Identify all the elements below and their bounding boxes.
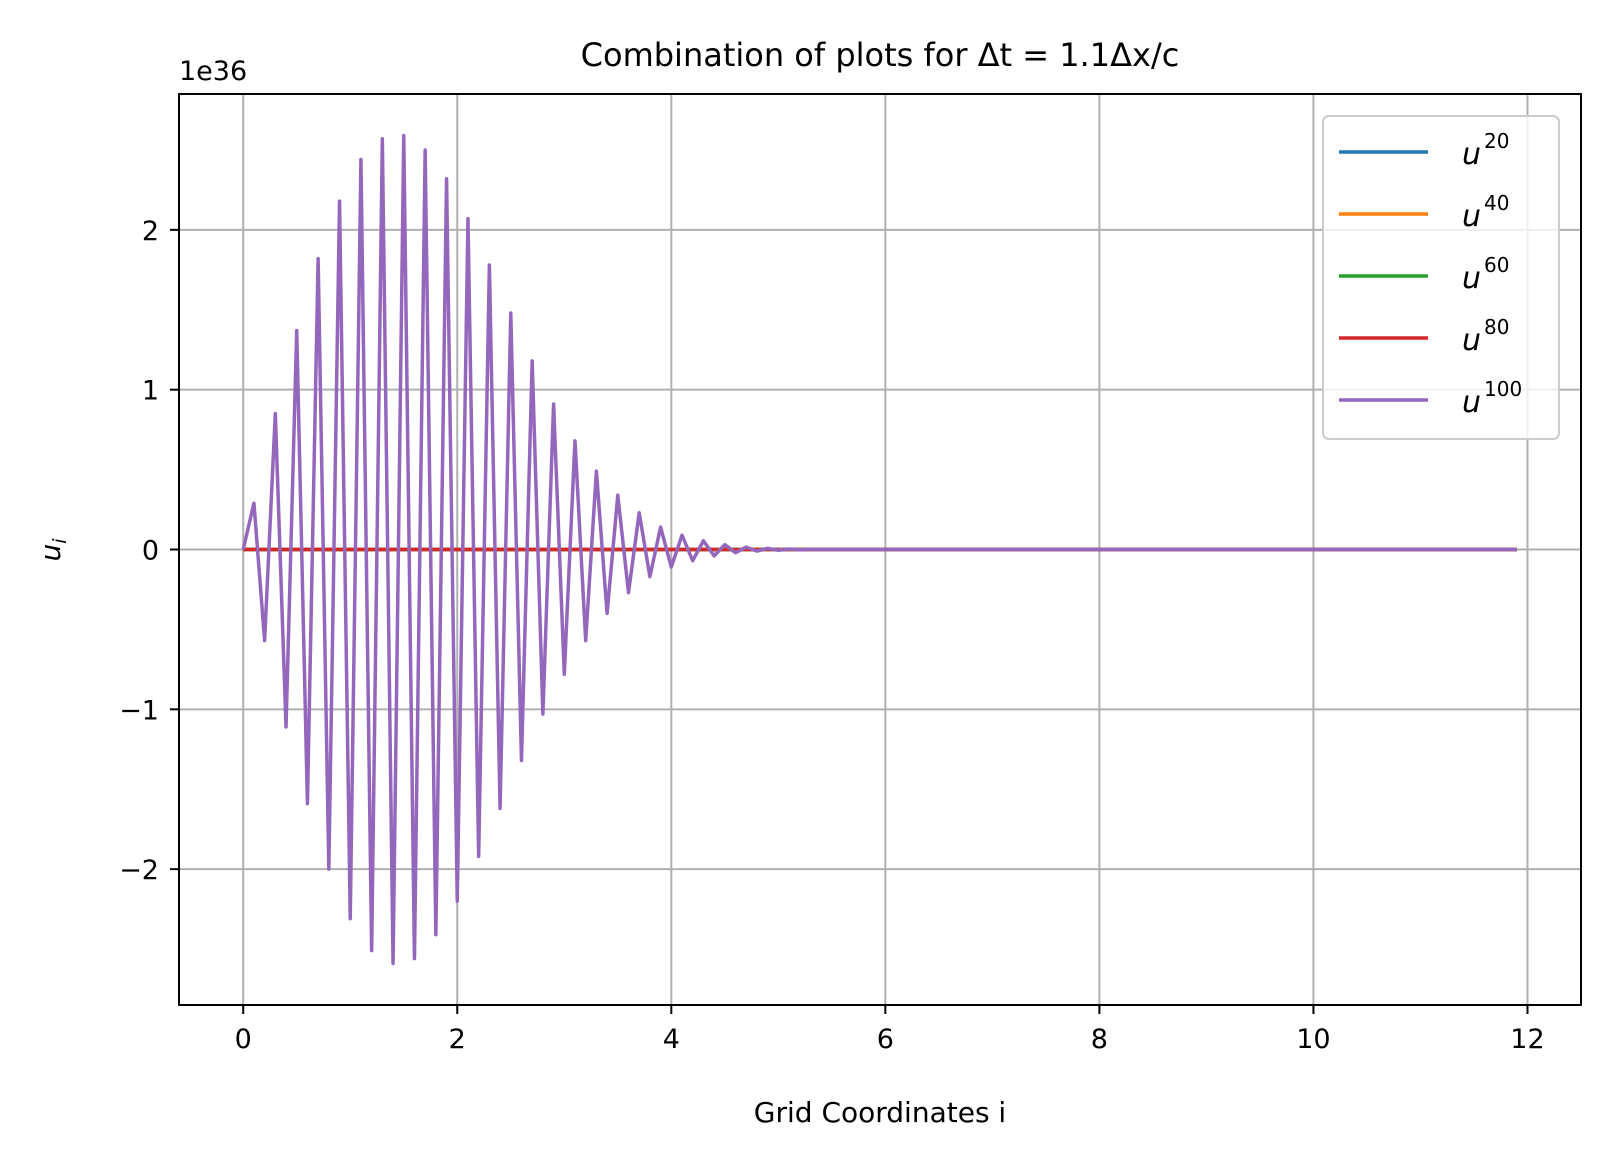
y-tick-label: −1 <box>119 695 159 726</box>
y-axis-label-base: u <box>34 544 67 562</box>
legend: u 20 u 40 u 60 u 80 u 100 <box>1322 115 1560 440</box>
y-tick-label: 1 <box>142 376 159 407</box>
legend-entry-100: u 100 <box>1462 377 1522 420</box>
y-tick-label: 2 <box>142 216 159 247</box>
plot-lines <box>241 133 1517 966</box>
x-tick-label: 2 <box>449 1024 466 1055</box>
y-tick-label: 0 <box>142 536 159 567</box>
chart-title: Combination of plots for Δt = 1.1Δx/c <box>581 36 1180 74</box>
x-axis-label: Grid Coordinates i <box>754 1096 1006 1129</box>
y-axis-label: ui <box>34 538 71 562</box>
legend-entry-20: u 20 <box>1462 129 1509 172</box>
x-tick-label: 10 <box>1296 1024 1330 1055</box>
y-tick-label: −2 <box>119 855 159 886</box>
x-tick-label: 0 <box>235 1024 252 1055</box>
legend-box <box>1322 115 1560 440</box>
legend-entry-60: u 60 <box>1462 253 1509 296</box>
y-axis-label-sub: i <box>49 538 71 544</box>
offset-text: 1e36 <box>179 56 247 87</box>
x-tick-label: 8 <box>1091 1024 1108 1055</box>
y-axis: −2 −1 0 1 2 <box>119 216 179 886</box>
x-tick-label: 6 <box>877 1024 894 1055</box>
legend-entry-80: u 80 <box>1462 315 1509 358</box>
x-tick-label: 12 <box>1510 1024 1544 1055</box>
series-line-100 <box>241 133 1517 966</box>
x-axis: 0 2 4 6 8 10 12 <box>235 1005 1545 1055</box>
legend-entry-40: u 40 <box>1462 191 1509 234</box>
x-tick-label: 4 <box>663 1024 680 1055</box>
